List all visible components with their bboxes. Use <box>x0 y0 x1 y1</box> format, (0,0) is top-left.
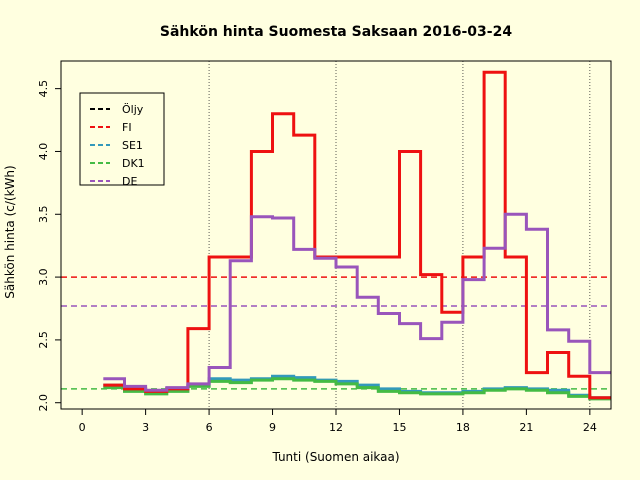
series-lines <box>103 70 611 401</box>
x-tick-label: 18 <box>456 421 470 434</box>
x-axis: 0 3 6 9 12 15 18 21 24 <box>79 408 597 434</box>
legend-label-1: Öljy <box>122 103 144 116</box>
x-tick-label: 21 <box>519 421 533 434</box>
x-tick-label: 15 <box>392 421 406 434</box>
series-line-de <box>103 212 611 392</box>
legend: Öljy FI SE1 DK1 DE <box>79 92 165 188</box>
x-tick-label: 0 <box>79 421 86 434</box>
legend-label-5: DE <box>122 175 137 188</box>
y-tick-label: 4.5 <box>37 80 50 98</box>
x-tick-label: 3 <box>142 421 149 434</box>
x-tick-label: 12 <box>329 421 343 434</box>
vertical-gridlines <box>208 61 591 409</box>
legend-label-4: DK1 <box>122 157 145 170</box>
chart-title: Sähkön hinta Suomesta Saksaan 2016-03-24 <box>160 24 512 40</box>
legend-box <box>79 92 165 186</box>
y-tick-label: 4.0 <box>37 143 50 161</box>
y-tick-label: 3.0 <box>37 268 50 286</box>
legend-label-3: SE1 <box>122 139 143 152</box>
y-axis-label: Sähkön hinta (c/(kWh) <box>3 165 17 298</box>
series-line-fi <box>103 70 611 400</box>
y-tick-label: 2.0 <box>37 394 50 412</box>
x-tick-label: 9 <box>269 421 276 434</box>
x-tick-label: 6 <box>206 421 213 434</box>
y-tick-label: 3.5 <box>37 206 50 224</box>
y-axis: 2.0 2.5 3.0 3.5 4.0 4.5 <box>37 80 62 412</box>
x-axis-label: Tunti (Suomen aikaa) <box>271 450 399 464</box>
x-tick-label: 24 <box>583 421 597 434</box>
legend-label-2: FI <box>122 121 132 134</box>
y-tick-label: 2.5 <box>37 331 50 349</box>
